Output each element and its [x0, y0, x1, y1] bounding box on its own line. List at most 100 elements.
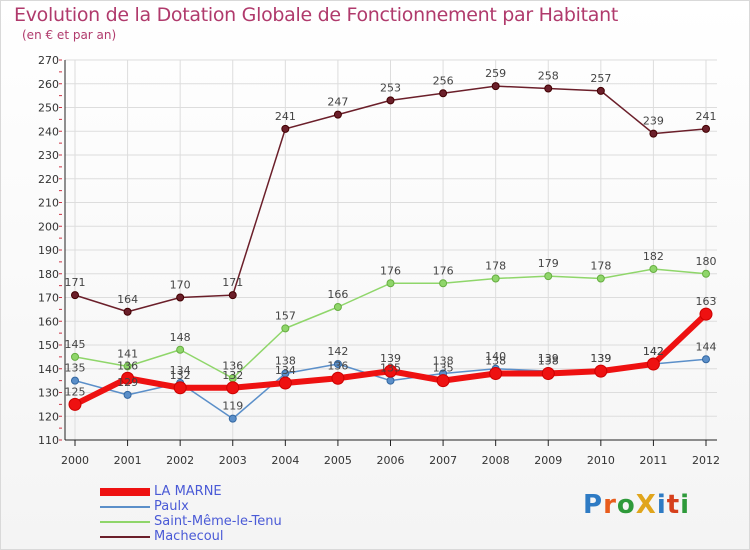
legend: LA MARNE Paulx Saint-Même-le-Tenu Machec… [100, 484, 282, 544]
data-label-machecoul: 239 [643, 115, 664, 128]
data-label-la-marne: 138 [485, 355, 506, 368]
data-point-machecoul [176, 293, 185, 302]
data-label-la-marne: 163 [696, 295, 717, 308]
x-tick-label: 2007 [429, 454, 457, 467]
data-point-saint-m-me-le-tenu [123, 362, 132, 371]
data-label-machecoul: 247 [327, 96, 348, 109]
data-label-paulx: 119 [222, 400, 243, 413]
data-label-la-marne: 136 [117, 359, 138, 372]
data-point-la-marne [594, 364, 608, 378]
data-label-paulx: 142 [327, 345, 348, 358]
x-tick-label: 2001 [114, 454, 142, 467]
x-tick-label: 2008 [482, 454, 510, 467]
data-point-paulx [228, 414, 237, 423]
data-label-paulx: 138 [275, 355, 296, 368]
data-label-machecoul: 259 [485, 67, 506, 80]
data-point-machecoul [228, 291, 237, 300]
y-tick-label: 270 [38, 54, 59, 67]
legend-label-la-marne: LA MARNE [154, 484, 222, 499]
data-point-saint-m-me-le-tenu [491, 274, 500, 283]
data-label-la-marne: 132 [170, 369, 191, 382]
data-label-saint-m-me-le-tenu: 148 [170, 331, 191, 344]
legend-swatch-paulx [100, 505, 150, 508]
data-label-paulx: 139 [590, 352, 611, 365]
x-tick-label: 2012 [692, 454, 720, 467]
data-point-paulx [71, 376, 79, 385]
data-label-saint-m-me-le-tenu: 166 [327, 288, 348, 301]
y-tick-label: 120 [38, 410, 59, 423]
data-point-machecoul [281, 124, 290, 133]
data-point-la-marne [646, 357, 660, 371]
data-label-saint-m-me-le-tenu: 157 [275, 309, 296, 322]
y-tick-label: 170 [38, 292, 59, 305]
y-tick-label: 180 [38, 268, 59, 281]
x-tick-label: 2002 [166, 454, 194, 467]
data-label-paulx: 135 [65, 362, 86, 375]
data-point-machecoul [596, 86, 605, 95]
data-label-machecoul: 171 [222, 276, 243, 289]
data-label-paulx: 134 [170, 364, 191, 377]
data-label-saint-m-me-le-tenu: 178 [590, 260, 611, 273]
logo-letter: i [680, 490, 691, 520]
data-label-machecoul: 170 [170, 279, 191, 292]
chart-title: Evolution de la Dotation Globale de Fonc… [14, 4, 619, 26]
data-point-machecoul [123, 307, 132, 316]
logo-letter: X [635, 490, 657, 520]
y-tick-label: 240 [38, 125, 59, 138]
y-tick-label: 110 [38, 434, 59, 447]
y-tick-label: 130 [38, 387, 59, 400]
legend-item-saint-meme: Saint-Même-le-Tenu [100, 514, 282, 529]
data-point-saint-m-me-le-tenu [702, 269, 710, 278]
data-point-machecoul [439, 89, 448, 98]
x-tick-label: 2009 [534, 454, 562, 467]
data-point-la-marne [541, 367, 555, 380]
data-point-machecoul [544, 84, 553, 93]
data-point-la-marne [384, 364, 397, 378]
legend-label-paulx: Paulx [154, 499, 189, 514]
data-label-saint-m-me-le-tenu: 145 [65, 338, 86, 351]
data-point-machecoul [649, 129, 658, 138]
data-label-paulx: 144 [696, 340, 717, 353]
data-label-machecoul: 258 [538, 70, 559, 83]
y-tick-label: 190 [38, 244, 59, 257]
data-label-machecoul: 241 [275, 110, 296, 123]
data-label-machecoul: 164 [117, 293, 138, 306]
data-label-paulx: 138 [433, 355, 454, 368]
data-label-machecoul: 256 [433, 74, 454, 87]
data-point-la-marne [226, 381, 240, 395]
legend-item-machecoul: Machecoul [100, 529, 282, 544]
data-label-saint-m-me-le-tenu: 136 [222, 359, 243, 372]
data-point-la-marne [436, 374, 450, 388]
data-point-machecoul [702, 124, 710, 133]
legend-item-paulx: Paulx [100, 499, 282, 514]
data-label-paulx: 135 [380, 362, 401, 375]
data-point-saint-m-me-le-tenu [71, 352, 79, 361]
data-label-machecoul: 257 [590, 72, 611, 85]
data-label-la-marne: 136 [327, 359, 348, 372]
y-tick-label: 200 [38, 220, 59, 233]
logo-letter: P [583, 490, 604, 520]
x-tick-label: 2010 [587, 454, 615, 467]
y-tick-label: 260 [38, 78, 59, 91]
data-point-paulx [123, 390, 132, 399]
data-label-la-marne: 138 [538, 355, 559, 368]
data-label-paulx: 140 [485, 350, 506, 363]
logo-letter: o [616, 490, 636, 520]
y-tick-label: 230 [38, 149, 59, 162]
data-point-la-marne [331, 371, 345, 385]
data-point-saint-m-me-le-tenu [176, 345, 185, 354]
data-point-saint-m-me-le-tenu [649, 265, 658, 273]
data-label-paulx: 129 [117, 376, 138, 389]
data-point-saint-m-me-le-tenu [333, 303, 342, 311]
data-point-la-marne [278, 376, 292, 390]
data-point-machecoul [491, 82, 500, 91]
data-label-saint-m-me-le-tenu: 180 [696, 255, 717, 268]
legend-swatch-machecoul [100, 535, 150, 538]
x-tick-label: 2006 [377, 454, 405, 467]
data-label-la-marne: 135 [433, 362, 454, 375]
data-point-la-marne [489, 367, 503, 380]
logo-letter: t [666, 490, 681, 520]
x-tick-label: 2005 [324, 454, 352, 467]
data-point-paulx [702, 355, 710, 364]
data-label-saint-m-me-le-tenu: 176 [380, 264, 401, 277]
